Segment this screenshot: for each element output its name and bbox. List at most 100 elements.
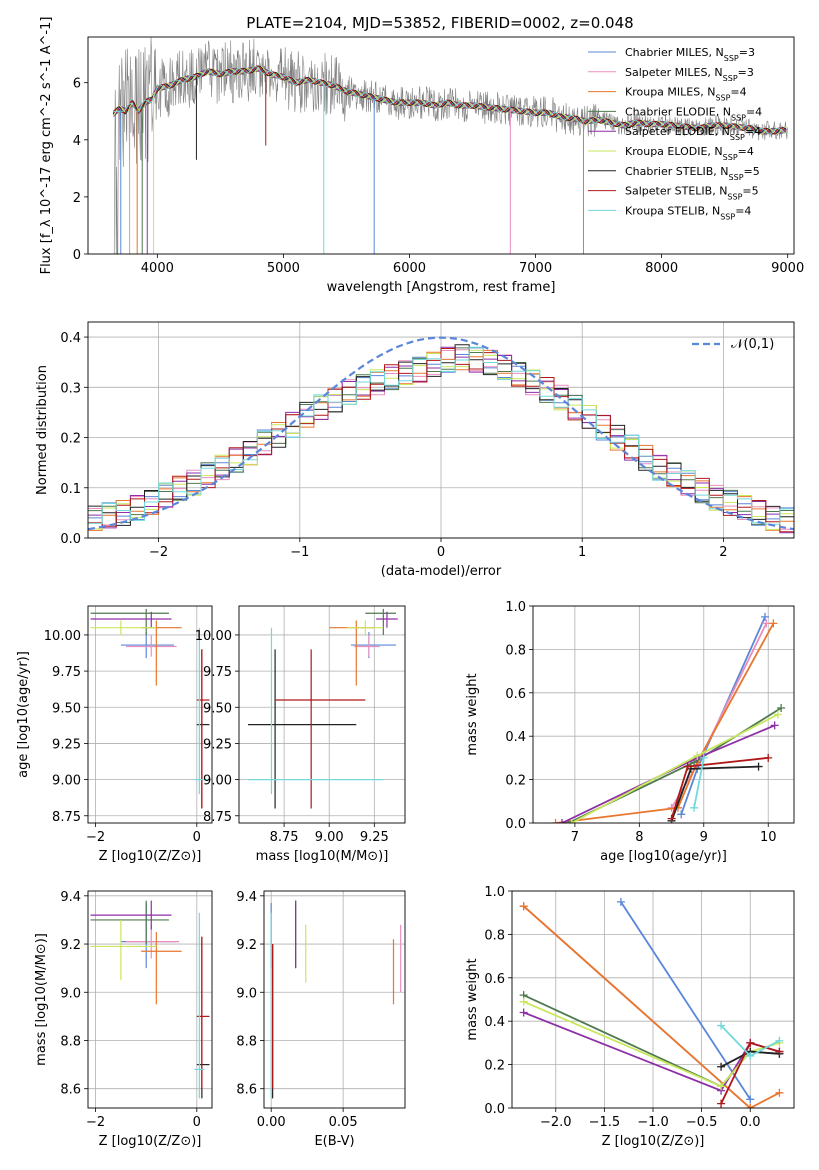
- x-axis-label: E(B-V): [314, 1134, 354, 1149]
- weight-point: [746, 1095, 755, 1104]
- grid-lines: [512, 890, 794, 1109]
- x-tick-label: 1: [578, 545, 586, 560]
- weight-point: [773, 710, 782, 719]
- x-tick-label: 0.00: [257, 1115, 286, 1130]
- y-tick-label: 9.2: [236, 938, 257, 953]
- x-tick-label: −2: [86, 1115, 105, 1130]
- y-tick-label: 0.4: [60, 331, 81, 346]
- axes-frame: [511, 890, 795, 1109]
- weight-line-2: [523, 905, 780, 1108]
- weight-point: [775, 1088, 784, 1097]
- x-tick-label: 8000: [645, 261, 678, 276]
- x-axis-label: mass [log10(M/M⊙)]: [256, 849, 389, 864]
- y-tick-label: 4: [73, 134, 81, 149]
- y-tick-label: 0.1: [60, 482, 81, 497]
- weight-point: [567, 819, 576, 823]
- y-axis-label: age [log10(age/yr)]: [16, 651, 31, 778]
- x-tick-label: 8: [635, 830, 643, 845]
- y-tick-label: 8.75: [52, 810, 81, 825]
- x-tick-label: 5000: [267, 261, 300, 276]
- weight-point: [677, 810, 686, 819]
- legend-label: Kroupa STELIB, NSSP=4: [625, 204, 751, 221]
- y-axis-label: mass weight: [465, 958, 480, 1040]
- x-tick-label: −0.5: [686, 1115, 718, 1130]
- weight-line-5: [523, 1000, 780, 1088]
- y-tick-label: 0.4: [505, 730, 526, 745]
- weight-line-8: [693, 757, 705, 808]
- axes-frame: [263, 890, 406, 1109]
- y-tick-label: 0.0: [505, 817, 526, 832]
- axes-frame: [87, 321, 795, 539]
- weight-line-4: [523, 1011, 780, 1092]
- panel-weight_vs_Z: −2.0 −1.5 −1.0 −0.5 0.0 0.0 0.2 0.4 0.6 0.8 1.0 Z […: [465, 885, 795, 1149]
- y-tick-label: 9.00: [52, 774, 81, 789]
- weight-line-3: [523, 994, 780, 1088]
- panel-spectrum: 4000 5000 6000 7000 8000 9000 0 2 4 6 Chabrier MIL…: [39, 17, 804, 295]
- panel-mass_vs_Z: −2 0 8.6 8.8 9.0 9.2 9.4 Z [log10(Z/Z⊙)] mass [l…: [34, 890, 213, 1149]
- y-tick-label: 9.2: [60, 938, 81, 953]
- x-tick-label: 9000: [771, 261, 804, 276]
- y-tick-label: 9.25: [203, 737, 232, 752]
- weight-line-0: [620, 901, 751, 1100]
- weight-point: [717, 1062, 726, 1071]
- x-axis-label: age [log10(age/yr)]: [600, 849, 727, 864]
- weight-point: [775, 1047, 784, 1056]
- y-tick-label: 0.3: [60, 381, 81, 396]
- model-spectrum-7: [112, 65, 787, 135]
- y-tick-label: 9.4: [60, 890, 81, 905]
- y-tick-label: 0.6: [505, 687, 526, 702]
- weight-point: [777, 703, 786, 712]
- plot-area: [88, 336, 794, 534]
- y-tick-label: 0.0: [484, 1102, 505, 1117]
- axes-frame: [87, 890, 213, 1109]
- x-tick-label: 8.75: [270, 830, 299, 845]
- legend-label: Chabrier ELODIE, NSSP=4: [625, 105, 762, 122]
- weight-point: [558, 819, 566, 823]
- y-tick-label: 10.00: [44, 629, 81, 644]
- weight-point: [717, 1021, 726, 1030]
- y-tick-label: 8.8: [60, 1034, 81, 1049]
- weight-point: [519, 997, 528, 1006]
- weight-point: [717, 1082, 726, 1091]
- y-tick-label: 0.8: [505, 643, 526, 658]
- legend-label: Kroupa ELODIE, NSSP=4: [625, 145, 754, 162]
- x-tick-label: −1.5: [589, 1115, 621, 1130]
- grid-lines: [88, 891, 212, 1108]
- x-axis-label: Z [log10(Z/Z⊙)]: [602, 1134, 705, 1149]
- y-tick-label: 0.2: [505, 774, 526, 789]
- axes-frame: [87, 36, 795, 255]
- y-tick-label: 1.0: [484, 885, 505, 900]
- y-tick-label: 8.6: [60, 1083, 81, 1098]
- x-axis-label: (data-model)/error: [381, 564, 502, 579]
- y-tick-label: 9.50: [52, 701, 81, 716]
- weight-point: [616, 897, 625, 906]
- x-tick-label: 2: [719, 545, 727, 560]
- x-tick-label: 0.0: [740, 1115, 761, 1130]
- y-tick-label: 9.75: [52, 665, 81, 680]
- y-tick-label: 0.4: [484, 1015, 505, 1030]
- axes-frame: [532, 605, 795, 824]
- y-tick-label: 6: [73, 77, 81, 92]
- y-tick-label: 0.2: [484, 1059, 505, 1074]
- grid-lines: [264, 891, 405, 1108]
- y-tick-label: 0.6: [484, 972, 505, 987]
- panel-age_vs_Z: −2 0 8.75 9.00 9.25 9.50 9.75 10.00 Z [log10(Z/Z…: [16, 605, 213, 864]
- y-tick-label: 0.8: [484, 928, 505, 943]
- x-tick-label: 9: [700, 830, 708, 845]
- axes-frame: [238, 605, 406, 824]
- panel-age_vs_mass: 8.75 9.00 9.25 8.75 9.00 9.25 9.50 9.75 10.00 mas…: [195, 605, 406, 864]
- x-tick-label: 0: [437, 545, 445, 560]
- x-tick-label: 0.05: [329, 1115, 358, 1130]
- x-tick-label: 7: [571, 830, 579, 845]
- y-axis-label: Normed distribution: [35, 365, 50, 495]
- x-tick-label: −2: [86, 830, 105, 845]
- x-axis-label: Z [log10(Z/Z⊙)]: [99, 849, 202, 864]
- y-tick-label: 2: [73, 191, 81, 206]
- weight-point: [761, 612, 769, 621]
- figure-title: PLATE=2104, MJD=53852, FIBERID=0002, z=0…: [246, 14, 633, 32]
- x-axis-label: wavelength [Angstrom, rest frame]: [327, 280, 556, 295]
- x-tick-label: 4000: [141, 261, 174, 276]
- residual-histogram-8: [88, 346, 794, 525]
- legend-label: Salpeter MILES, NSSP=3: [625, 66, 754, 83]
